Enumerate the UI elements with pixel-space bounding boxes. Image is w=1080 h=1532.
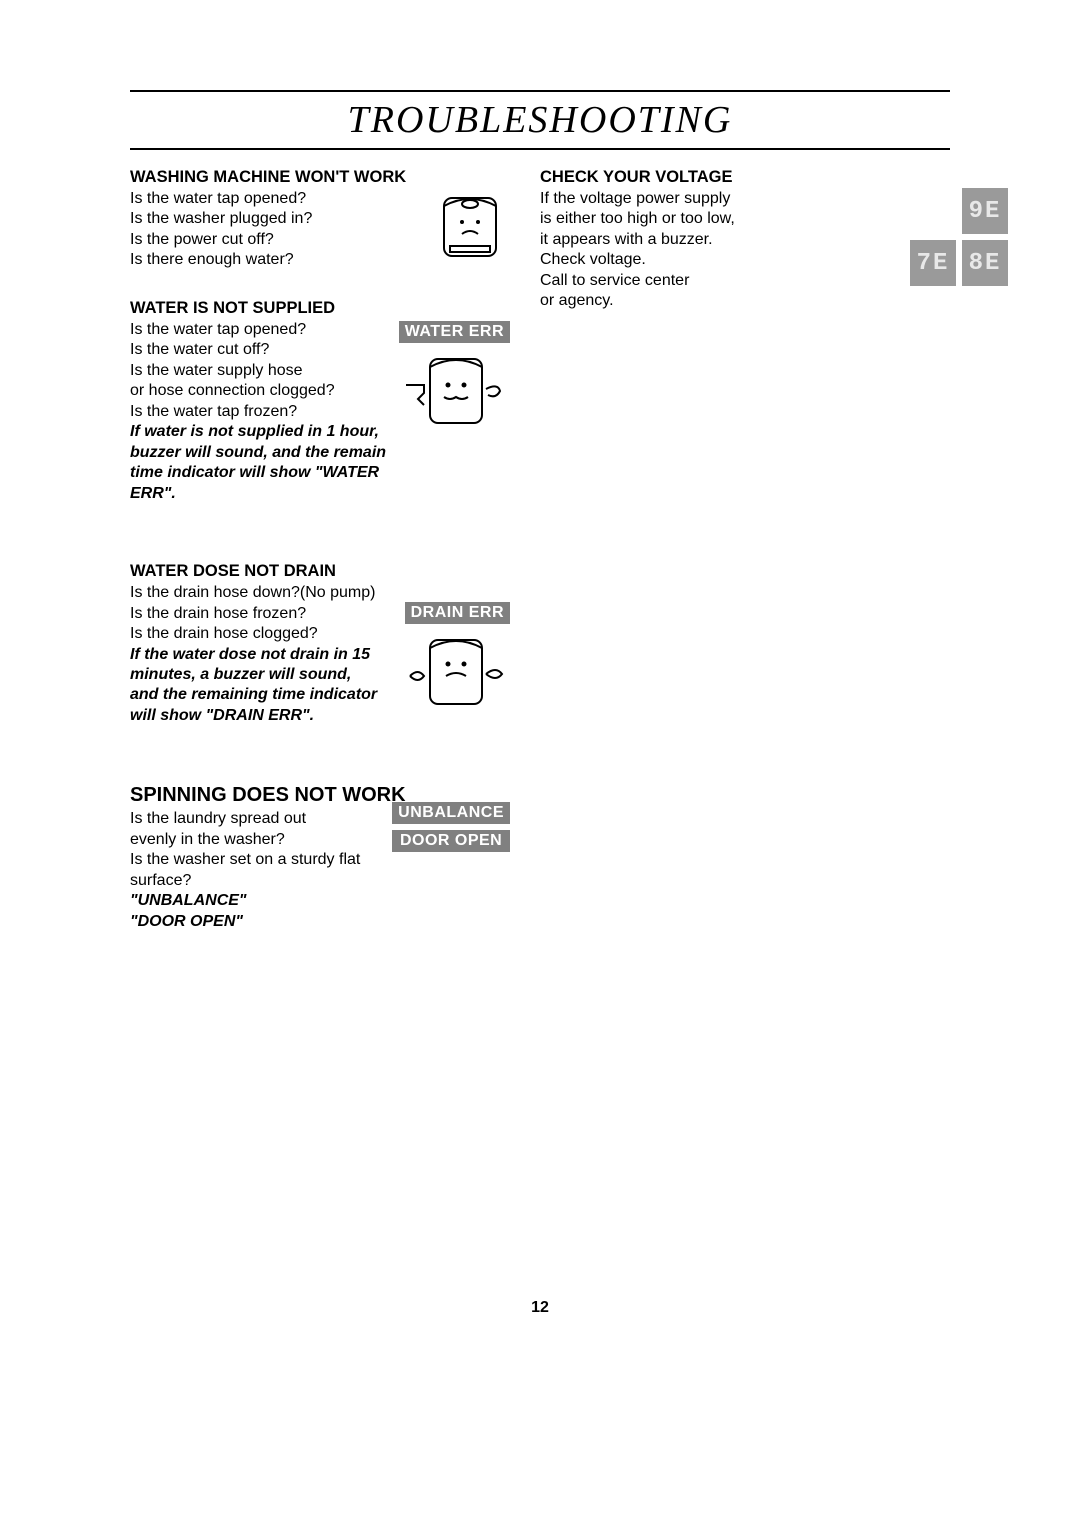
body-line: Is the water tap frozen?: [130, 402, 380, 422]
body-line: it appears with a buzzer.: [540, 230, 790, 250]
body-line: Is the washer plugged in?: [130, 209, 380, 229]
segment-code: 9E: [962, 188, 1008, 234]
note-line: "DOOR OPEN": [130, 912, 500, 932]
body-line: Is the water supply hose: [130, 361, 380, 381]
page-number: 12: [0, 1299, 1080, 1317]
error-code-display: 9E 7E 8E: [910, 188, 1008, 286]
error-label: WATER ERR: [399, 321, 510, 343]
body-line: Is the washer set on a sturdy flat: [130, 850, 410, 870]
segment-code: 7E: [910, 240, 956, 286]
body-line: Is the drain hose frozen?: [130, 604, 410, 624]
washer-drain-icon: [400, 626, 510, 718]
body-line: Is the drain hose clogged?: [130, 624, 410, 644]
body-line: Check voltage.: [540, 250, 790, 270]
body-line: or hose connection clogged?: [130, 381, 380, 401]
body-line: Is the laundry spread out: [130, 809, 410, 829]
title-rule: TROUBLESHOOTING: [130, 90, 950, 150]
heading: WATER DOSE NOT DRAIN: [130, 562, 500, 581]
section-wont-work: WASHING MACHINE WON'T WORK Is the water …: [130, 168, 500, 271]
heading: CHECK YOUR VOLTAGE: [540, 168, 950, 187]
note-line: If water is not supplied in 1 hour,: [130, 422, 410, 442]
note-line: minutes, a buzzer will sound,: [130, 665, 410, 685]
body-line: Is the water cut off?: [130, 340, 380, 360]
washer-water-icon: [400, 345, 510, 437]
section-spinning: SPINNING DOES NOT WORK Is the laundry sp…: [130, 784, 500, 932]
body-line: surface?: [130, 871, 410, 891]
note-line: buzzer will sound, and the remain: [130, 443, 410, 463]
error-label: DOOR OPEN: [392, 830, 510, 852]
body-line: Is the water tap opened?: [130, 189, 380, 209]
note-line: "UNBALANCE": [130, 891, 500, 911]
section-water-not-supplied: WATER IS NOT SUPPLIED Is the water tap o…: [130, 299, 500, 504]
body-line: If the voltage power supply: [540, 189, 790, 209]
washer-icon: [430, 182, 510, 264]
body-line: Is the drain hose down?(No pump): [130, 583, 410, 603]
body-line: Is the water tap opened?: [130, 320, 380, 340]
note-line: will show "DRAIN ERR".: [130, 706, 410, 726]
note-line: time indicator will show "WATER ERR".: [130, 463, 410, 504]
note-line: and the remaining time indicator: [130, 685, 410, 705]
error-label-stack: UNBALANCE DOOR OPEN: [392, 802, 510, 858]
body-line: Is there enough water?: [130, 250, 380, 270]
section-voltage: CHECK YOUR VOLTAGE If the voltage power …: [540, 168, 950, 312]
section-water-not-drain: WATER DOSE NOT DRAIN Is the drain hose d…: [130, 562, 500, 726]
heading: WATER IS NOT SUPPLIED: [130, 299, 500, 318]
body-line: is either too high or too low,: [540, 209, 790, 229]
right-column: CHECK YOUR VOLTAGE If the voltage power …: [540, 168, 950, 960]
body-line: evenly in the washer?: [130, 830, 410, 850]
page-title: TROUBLESHOOTING: [130, 98, 950, 142]
error-label: UNBALANCE: [392, 802, 510, 824]
left-column: WASHING MACHINE WON'T WORK Is the water …: [130, 168, 500, 960]
error-label: DRAIN ERR: [405, 602, 510, 624]
body-line: Is the power cut off?: [130, 230, 380, 250]
segment-code: 8E: [962, 240, 1008, 286]
body-line: Call to service center: [540, 271, 790, 291]
note-line: If the water dose not drain in 15: [130, 645, 410, 665]
body-line: or agency.: [540, 291, 790, 311]
